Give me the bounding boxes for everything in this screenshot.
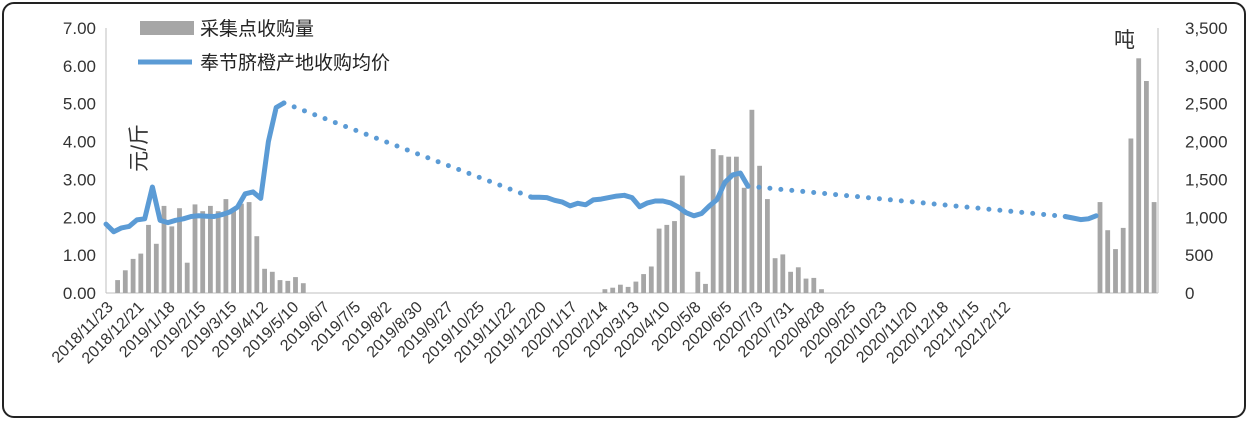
right-tick-label: 2,000 (1185, 133, 1228, 152)
left-tick-label: 5.00 (63, 95, 96, 114)
volume-bar (664, 225, 669, 293)
volume-bar (804, 279, 809, 293)
volume-bar (301, 283, 306, 293)
volume-bar (1121, 228, 1126, 293)
right-tick-label: 500 (1185, 246, 1213, 265)
price-line-dotted (748, 186, 1065, 216)
volume-bar (796, 267, 801, 293)
left-tick-label: 6.00 (63, 57, 96, 76)
right-tick-label: 0 (1185, 284, 1194, 303)
legend-bar-swatch (140, 21, 194, 35)
bars-group (115, 58, 1156, 293)
volume-bar (610, 288, 615, 293)
price-line-dotted (284, 103, 532, 197)
volume-bar (154, 244, 159, 293)
volume-bar (123, 270, 128, 293)
volume-bar (200, 211, 205, 293)
right-tick-label: 2,500 (1185, 95, 1228, 114)
volume-bar (1129, 139, 1134, 294)
left-axis-label: 元/斤 (128, 124, 151, 172)
volume-bar (208, 206, 213, 293)
volume-bar (262, 269, 267, 293)
volume-bar (138, 254, 143, 293)
volume-bar (1136, 58, 1141, 293)
legend-line-label: 奉节脐橙产地收购均价 (200, 52, 390, 74)
volume-bar (626, 287, 631, 293)
right-tick-label: 3,500 (1185, 19, 1228, 38)
volume-bar (239, 204, 244, 293)
volume-bar (773, 258, 778, 293)
volume-bar (293, 277, 298, 293)
volume-bar (811, 278, 816, 293)
legend: 采集点收购量 奉节脐橙产地收购均价 (138, 18, 390, 74)
volume-bar (278, 280, 283, 293)
volume-bar (131, 259, 136, 293)
price-line-solid (1065, 216, 1096, 220)
volume-bar (703, 284, 708, 293)
volume-bar (657, 229, 662, 293)
left-tick-label: 0.00 (63, 284, 96, 303)
left-tick-label: 7.00 (63, 19, 96, 38)
volume-bar (216, 211, 221, 293)
volume-bar (750, 110, 755, 293)
volume-bar (270, 272, 275, 293)
volume-bar (231, 210, 236, 293)
volume-bar (618, 285, 623, 293)
volume-bar (146, 225, 151, 293)
price-line-group (106, 103, 1096, 232)
volume-bar (819, 289, 824, 293)
right-tick-label: 1,500 (1185, 170, 1228, 189)
volume-bar (634, 282, 639, 293)
volume-bar (788, 272, 793, 293)
left-tick-label: 3.00 (63, 170, 96, 189)
volume-bar (649, 267, 654, 294)
volume-bar (765, 199, 770, 293)
volume-bar (1144, 81, 1149, 293)
volume-bar (734, 157, 739, 293)
volume-bar (285, 281, 290, 293)
volume-bar (780, 254, 785, 293)
volume-bar (169, 226, 174, 293)
volume-bar (603, 289, 608, 293)
volume-bar (711, 149, 716, 293)
volume-bar (641, 274, 646, 293)
left-tick-label: 1.00 (63, 246, 96, 265)
right-tick-label: 1,000 (1185, 208, 1228, 227)
legend-bar-label: 采集点收购量 (200, 18, 314, 40)
volume-bar (1152, 202, 1157, 293)
volume-bar (742, 188, 747, 293)
right-axis-label: 吨 (1114, 29, 1135, 52)
volume-bar (1105, 230, 1110, 293)
volume-bar (680, 176, 685, 293)
volume-bar (695, 272, 700, 293)
volume-bar (254, 236, 259, 293)
right-tick-label: 3,000 (1185, 57, 1228, 76)
volume-bar (185, 263, 190, 293)
volume-bar (672, 221, 677, 293)
volume-bar (247, 202, 252, 293)
volume-bar (719, 155, 724, 293)
volume-bar (1113, 249, 1118, 293)
left-tick-label: 2.00 (63, 208, 96, 227)
volume-bar (115, 280, 120, 293)
left-tick-label: 4.00 (63, 133, 96, 152)
